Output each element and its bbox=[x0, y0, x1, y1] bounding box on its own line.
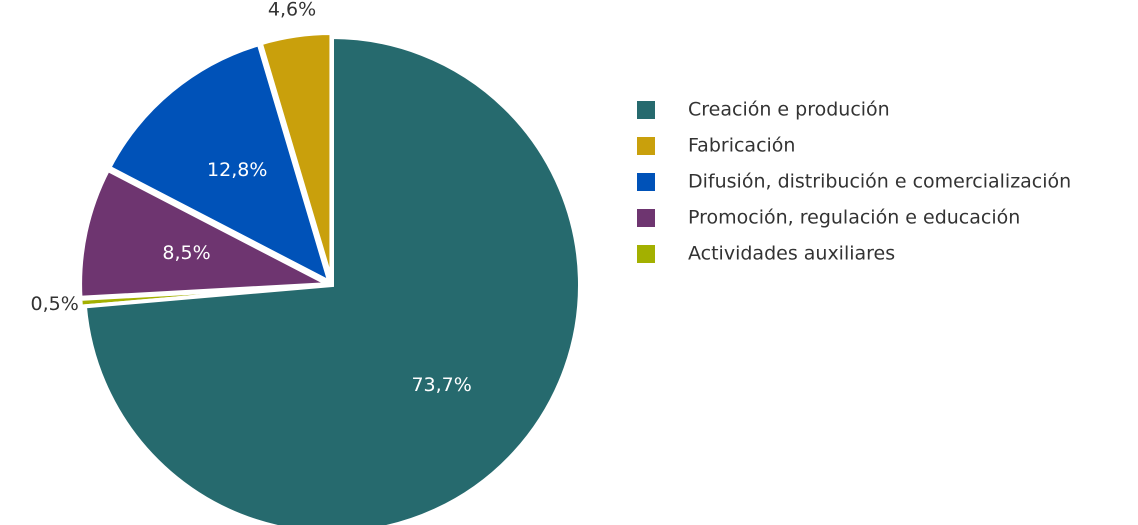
slice-label: 8,5% bbox=[162, 242, 210, 264]
pie-slice bbox=[78, 167, 336, 300]
legend-label: Actividades auxiliares bbox=[688, 243, 895, 265]
legend-label: Fabricación bbox=[688, 135, 795, 157]
slice-label: 73,7% bbox=[411, 374, 471, 396]
legend-swatch bbox=[637, 173, 655, 191]
legend-label: Creación e produción bbox=[688, 99, 890, 121]
slice-label: 12,8% bbox=[207, 159, 267, 181]
legend-label: Difusión, distribución e comercializació… bbox=[688, 171, 1071, 193]
legend-swatch bbox=[637, 137, 655, 155]
legend-swatch bbox=[637, 209, 655, 227]
legend-swatch bbox=[637, 101, 655, 119]
slice-label: 4,6% bbox=[268, 0, 316, 20]
legend-swatch bbox=[637, 245, 655, 263]
legend-label: Promoción, regulación e educación bbox=[688, 207, 1020, 229]
pie-slice bbox=[82, 34, 582, 525]
slice-label: 0,5% bbox=[31, 293, 79, 315]
pie-slice bbox=[106, 41, 333, 286]
pie-slice bbox=[258, 31, 334, 282]
